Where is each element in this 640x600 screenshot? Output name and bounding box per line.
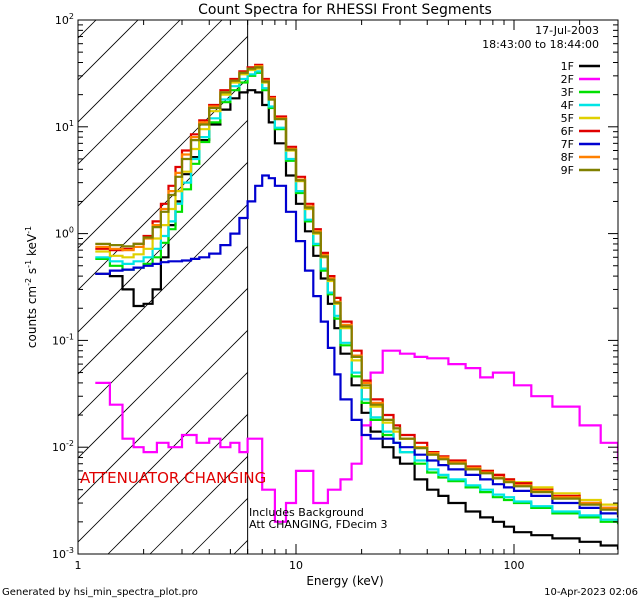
legend-label-9F: 9F — [561, 164, 574, 177]
legend-label-5F: 5F — [561, 112, 574, 125]
hatch-line — [78, 203, 248, 375]
chart-time-range: 18:43:00 to 18:44:00 — [482, 38, 599, 51]
y-tick-label: 101 — [55, 119, 74, 134]
hatch-line — [78, 161, 248, 333]
legend-label-2F: 2F — [561, 73, 574, 86]
hatch-line — [78, 20, 223, 165]
note-attenuator: Att CHANGING, FDecim 3 — [249, 518, 388, 531]
hatch-line — [78, 119, 248, 291]
y-tick-label: 10-2 — [52, 439, 74, 454]
chart-date: 17-Jul-2003 — [535, 24, 599, 37]
footer-generated-on: 10-Apr-2023 02:06 — [544, 587, 638, 598]
hatch-line — [78, 20, 181, 123]
x-axis-label: Energy (keV) — [306, 574, 383, 588]
series-2F — [95, 349, 618, 523]
x-tick-label: 1 — [75, 559, 82, 572]
series-layer — [95, 63, 618, 550]
note-background: Includes Background — [249, 506, 364, 519]
y-tick-label: 10-1 — [52, 332, 74, 347]
hatch-line — [78, 245, 248, 417]
series-9F — [95, 66, 618, 516]
legend-label-6F: 6F — [561, 125, 574, 138]
hatch-line — [78, 371, 248, 543]
y-tick-label: 100 — [55, 226, 74, 241]
legend-label-3F: 3F — [561, 86, 574, 99]
chart-title: Count Spectra for RHESSI Front Segments — [198, 2, 492, 18]
hatch-line — [78, 35, 248, 207]
axis-ticks: 1 10 100 10-3 10-2 10-1 100 101 102 — [52, 12, 619, 572]
y-axis-label: counts cm-2 s-1 keV-1 — [24, 226, 39, 348]
y-tick-label: 102 — [55, 12, 74, 27]
legend-label-1F: 1F — [561, 60, 574, 73]
legend-label-7F: 7F — [561, 138, 574, 151]
attenuator-label: ATTENUATOR CHANGING — [80, 469, 266, 487]
x-tick-label: 100 — [503, 559, 524, 572]
legend-label-4F: 4F — [561, 99, 574, 112]
legend-label-8F: 8F — [561, 151, 574, 164]
x-tick-label: 10 — [289, 559, 303, 572]
hatch-line — [78, 329, 248, 501]
series-7F — [95, 174, 618, 518]
y-tick-label: 10-3 — [52, 546, 74, 561]
footer-generated-by: Generated by hsi_min_spectra_plot.pro — [2, 587, 198, 598]
hatch-line — [107, 413, 248, 554]
plot-frame — [77, 19, 619, 555]
hatch-line — [149, 455, 248, 554]
